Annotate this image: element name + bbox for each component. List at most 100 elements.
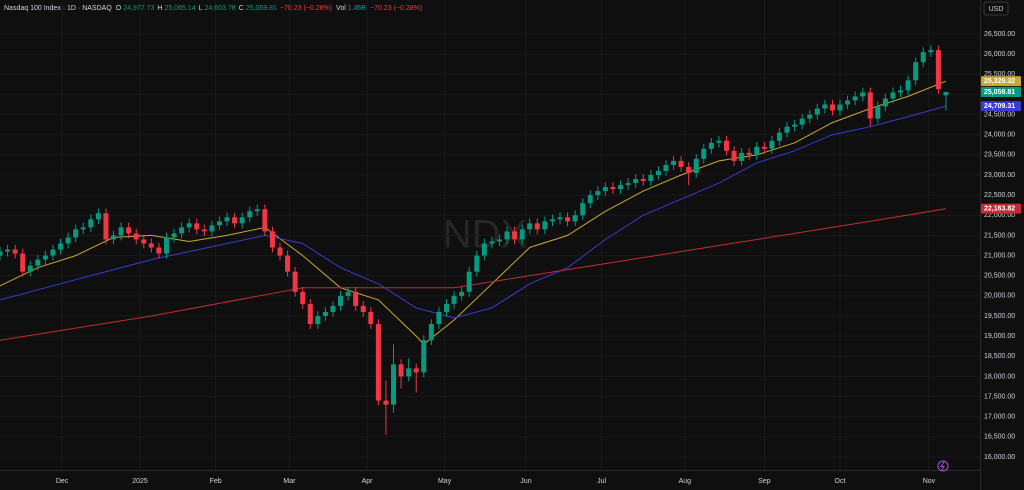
x-tick-label: Oct — [835, 478, 846, 485]
moving-average — [0, 80, 947, 345]
candle-body — [519, 229, 525, 240]
candle-body — [73, 229, 79, 238]
candle-body — [587, 195, 593, 204]
candle-body — [716, 140, 722, 143]
price-badge — [981, 101, 1021, 112]
candle-body — [103, 213, 109, 240]
flash-icon-bolt — [940, 461, 945, 471]
candle-body — [12, 249, 18, 254]
candle-body — [504, 231, 510, 240]
candle-body — [792, 124, 798, 127]
x-tick-label: Apr — [362, 478, 374, 485]
candle-body — [179, 227, 185, 234]
candle-body — [338, 295, 344, 306]
candle-body — [209, 225, 215, 232]
candle-body — [277, 247, 283, 256]
candle-body — [300, 291, 306, 304]
candle-body — [882, 98, 888, 107]
candle-body — [481, 243, 487, 256]
candle-body — [391, 364, 397, 405]
candle-body — [655, 170, 661, 175]
ohlc-value: 25,065.14 — [164, 5, 195, 12]
candle-body — [20, 253, 26, 272]
y-tick-label: 16,000.00 — [984, 454, 1015, 461]
currency: USD — [989, 6, 1004, 13]
y-tick-label: 22,500.00 — [984, 192, 1015, 199]
candle-body — [807, 114, 813, 119]
candle-body — [118, 227, 124, 236]
y-tick-label: 21,000.00 — [984, 252, 1015, 259]
vol-change: −70.23 (−0.28%) — [370, 5, 422, 12]
candle-body — [232, 217, 238, 224]
candle-body — [671, 160, 677, 165]
candles — [0, 45, 949, 435]
candle-body — [784, 126, 790, 133]
y-tick-label: 20,500.00 — [984, 273, 1015, 280]
x-tick-label: May — [438, 478, 452, 485]
candle-body — [406, 368, 412, 377]
candle-body — [451, 295, 457, 304]
candle-body — [572, 215, 578, 222]
candle-body — [905, 80, 911, 91]
ohlc-value: 24,603.78 — [205, 5, 236, 12]
candle-body — [345, 291, 351, 296]
candle-body — [35, 259, 41, 266]
candle-body — [822, 104, 828, 109]
candle-body — [845, 100, 851, 105]
y-tick-label: 23,500.00 — [984, 152, 1015, 159]
candle-body — [799, 118, 805, 125]
candle-body — [708, 142, 714, 149]
candle-body — [852, 96, 858, 101]
candle-body — [330, 305, 336, 312]
grid — [0, 0, 980, 470]
candle-body — [148, 243, 154, 248]
flash-icon[interactable] — [937, 460, 949, 472]
candle-body — [860, 92, 866, 97]
candle-body — [201, 229, 207, 232]
currency-box[interactable] — [983, 1, 1009, 16]
candle-body — [353, 291, 359, 306]
candle-body — [496, 239, 502, 242]
candle-body — [557, 217, 563, 220]
candle-body — [239, 217, 245, 224]
candle-body — [141, 239, 147, 244]
price-badge-label: 24,709.31 — [984, 103, 1015, 110]
candle-body — [27, 265, 33, 272]
candle-body — [58, 243, 64, 250]
candle-body — [928, 50, 934, 53]
x-tick-label: Feb — [210, 478, 222, 485]
candle-body — [5, 249, 11, 252]
candle-body — [875, 106, 881, 119]
price-badge-label: 25,059.81 — [984, 89, 1015, 96]
candle-body — [65, 237, 71, 244]
candle-body — [269, 231, 275, 248]
x-tick-label: Jul — [597, 478, 606, 485]
candle-body — [633, 179, 639, 184]
candle-body — [746, 152, 752, 155]
candle-body — [580, 203, 586, 216]
axes: 16,000.00 16,500.00 17,000.00 17,500.00 18,0… — [56, 31, 1021, 485]
y-tick-label: 26,500.00 — [984, 31, 1015, 38]
vol-key: Vol — [336, 5, 346, 12]
ohlc-value: 25,059.81 — [246, 5, 277, 12]
price-badge — [981, 76, 1021, 87]
candle-body — [285, 255, 291, 272]
candle-body — [383, 400, 389, 405]
candle-body — [375, 324, 381, 401]
candle-body — [534, 223, 540, 230]
candle-body — [307, 303, 313, 325]
price-badge — [981, 87, 1021, 98]
candle-body — [640, 179, 646, 182]
y-tick-label: 23,000.00 — [984, 172, 1015, 179]
candle-body — [754, 146, 760, 155]
candle-body — [602, 187, 608, 192]
candle-body — [610, 187, 616, 190]
candle-body — [489, 241, 495, 244]
candle-body — [913, 62, 919, 81]
candle-body — [867, 92, 873, 119]
candle-body — [761, 146, 767, 149]
candle-body — [322, 311, 328, 316]
y-tick-label: 26,000.00 — [984, 51, 1015, 58]
candle-body — [466, 271, 472, 292]
